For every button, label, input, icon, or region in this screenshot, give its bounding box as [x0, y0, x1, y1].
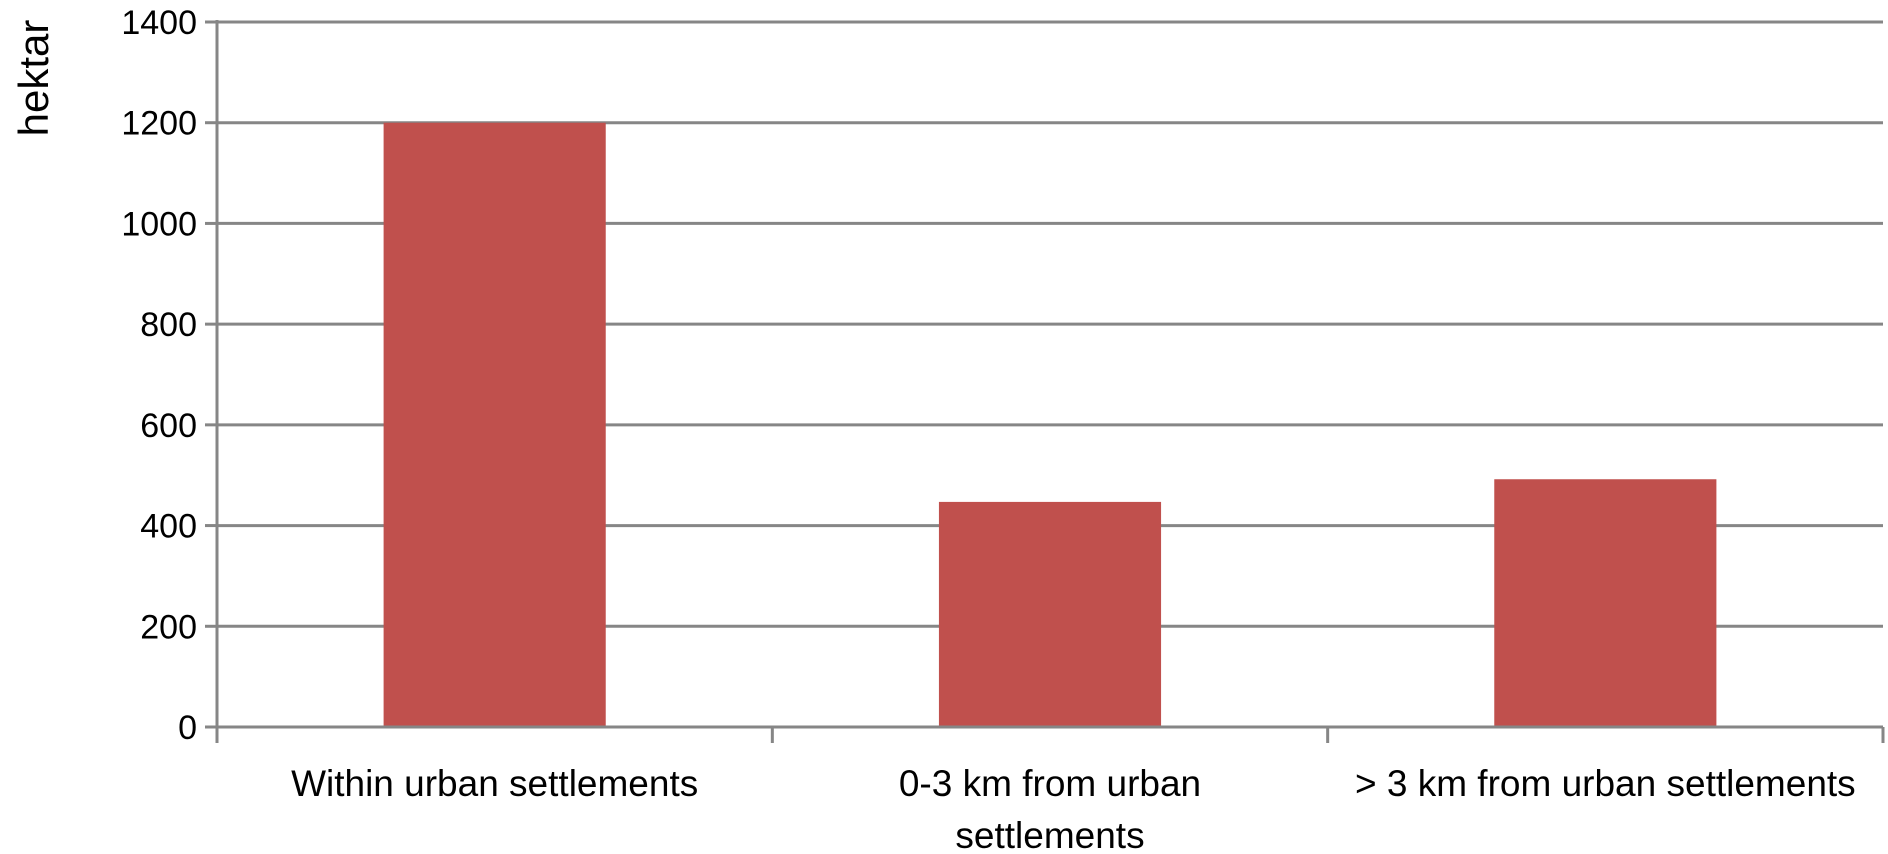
y-axis-title: hektar [10, 20, 57, 137]
bar [938, 501, 1162, 727]
y-tick-label: 800 [140, 306, 197, 344]
y-tick-label: 200 [140, 608, 197, 646]
y-tick-label: 1000 [121, 205, 197, 243]
x-category-label: 0-3 km from urban [899, 763, 1201, 804]
x-category-label: Within urban settlements [291, 763, 698, 804]
bar [383, 122, 606, 727]
y-tick-label: 0 [178, 709, 197, 747]
bars [383, 122, 1717, 727]
y-tick-labels: 0 200 400 600 800 1000 1200 1400 [121, 4, 197, 747]
y-tick-label: 1200 [121, 105, 197, 143]
y-tick-label: 600 [140, 407, 197, 445]
x-category-labels: Within urban settlements 0-3 km from urba… [291, 763, 1856, 854]
x-category-label: settlements [955, 815, 1144, 854]
y-tick-label: 400 [140, 508, 197, 546]
y-tick-label: 1400 [121, 4, 197, 42]
bar [1494, 479, 1717, 727]
axes [205, 20, 1885, 743]
x-category-label: > 3 km from urban settlements [1355, 763, 1856, 804]
